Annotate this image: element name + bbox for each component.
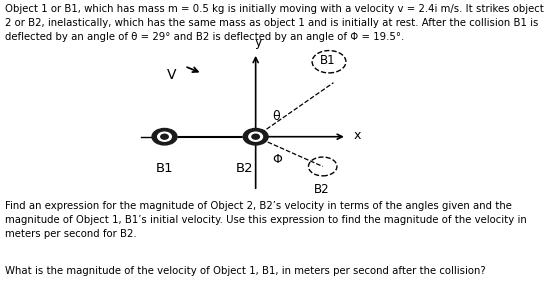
Text: Find an expression for the magnitude of Object 2, B2’s velocity in terms of the : Find an expression for the magnitude of … [6, 201, 527, 239]
Text: Φ: Φ [272, 153, 282, 166]
Text: V: V [167, 68, 177, 82]
Text: B2: B2 [314, 183, 330, 196]
Text: y: y [254, 36, 262, 49]
Text: B1: B1 [320, 54, 336, 67]
Circle shape [252, 134, 260, 139]
Text: B2: B2 [236, 162, 253, 175]
Text: B1: B1 [156, 162, 173, 175]
Circle shape [158, 132, 172, 141]
Text: What is the magnitude of the velocity of Object 1, B1, in meters per second afte: What is the magnitude of the velocity of… [6, 266, 486, 276]
Circle shape [161, 134, 168, 139]
Text: θ: θ [272, 111, 280, 123]
Text: x: x [354, 129, 361, 142]
Text: Object 1 or B1, which has mass m = 0.5 kg is initially moving with a velocity v : Object 1 or B1, which has mass m = 0.5 k… [6, 4, 544, 42]
Circle shape [249, 132, 262, 141]
Circle shape [243, 128, 268, 145]
Circle shape [152, 128, 177, 145]
